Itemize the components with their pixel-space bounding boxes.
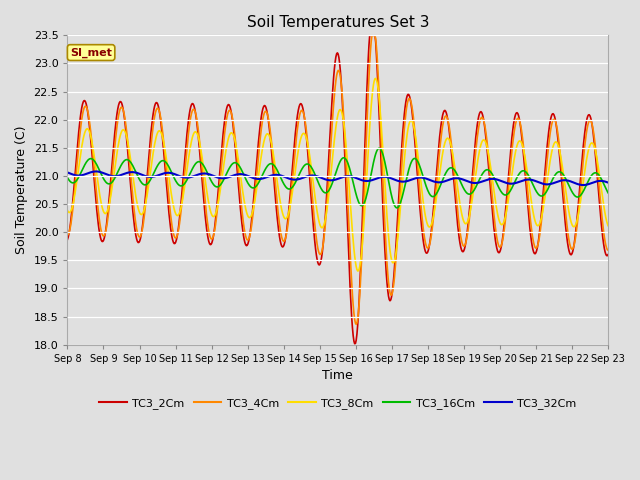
Y-axis label: Soil Temperature (C): Soil Temperature (C) — [15, 126, 28, 254]
TC3_2Cm — [351, 341, 358, 347]
TC3_2Cm — [366, 33, 374, 38]
X-axis label: Time: Time — [323, 369, 353, 382]
TC3_16Cm — [184, 176, 191, 181]
TC3_4Cm — [368, 33, 376, 38]
TC3_16Cm — [376, 145, 383, 151]
TC3_2Cm — [405, 92, 413, 97]
TC3_4Cm — [604, 247, 612, 253]
TC3_16Cm — [405, 167, 413, 172]
TC3_4Cm — [63, 232, 71, 238]
TC3_16Cm — [212, 184, 220, 190]
TC3_2Cm — [74, 145, 81, 151]
TC3_8Cm — [74, 175, 81, 181]
TC3_4Cm — [184, 137, 191, 143]
TC3_4Cm — [420, 236, 428, 241]
TC3_4Cm — [129, 195, 137, 201]
TC3_32Cm — [92, 168, 100, 174]
TC3_16Cm — [63, 175, 71, 180]
TC3_32Cm — [63, 169, 71, 175]
TC3_8Cm — [405, 122, 413, 128]
Line: TC3_32Cm: TC3_32Cm — [67, 171, 608, 185]
TC3_2Cm — [604, 252, 612, 257]
Line: TC3_8Cm: TC3_8Cm — [67, 78, 608, 271]
TC3_2Cm — [184, 123, 191, 129]
TC3_32Cm — [420, 175, 428, 181]
Line: TC3_2Cm: TC3_2Cm — [67, 36, 608, 344]
TC3_8Cm — [354, 268, 362, 274]
TC3_2Cm — [129, 209, 137, 215]
TC3_16Cm — [393, 205, 401, 211]
TC3_8Cm — [372, 75, 380, 81]
TC3_16Cm — [604, 190, 612, 196]
TC3_8Cm — [184, 161, 191, 167]
Title: Soil Temperatures Set 3: Soil Temperatures Set 3 — [246, 15, 429, 30]
TC3_4Cm — [353, 322, 360, 327]
Line: TC3_16Cm: TC3_16Cm — [67, 148, 608, 208]
TC3_8Cm — [604, 223, 612, 228]
TC3_4Cm — [212, 216, 220, 221]
TC3_2Cm — [420, 246, 428, 252]
TC3_32Cm — [213, 174, 221, 180]
TC3_32Cm — [579, 182, 587, 188]
Line: TC3_4Cm: TC3_4Cm — [67, 36, 608, 324]
TC3_8Cm — [63, 207, 71, 213]
TC3_32Cm — [130, 169, 138, 175]
TC3_16Cm — [74, 177, 81, 182]
TC3_8Cm — [420, 209, 428, 215]
Legend: TC3_2Cm, TC3_4Cm, TC3_8Cm, TC3_16Cm, TC3_32Cm: TC3_2Cm, TC3_4Cm, TC3_8Cm, TC3_16Cm, TC3… — [95, 394, 581, 413]
TC3_8Cm — [212, 208, 220, 214]
TC3_32Cm — [185, 175, 193, 180]
TC3_4Cm — [405, 96, 413, 102]
TC3_32Cm — [74, 173, 81, 179]
TC3_16Cm — [420, 179, 428, 184]
TC3_32Cm — [604, 180, 612, 185]
TC3_8Cm — [129, 173, 137, 179]
TC3_2Cm — [212, 209, 220, 215]
TC3_2Cm — [63, 237, 71, 242]
TC3_4Cm — [74, 159, 81, 165]
TC3_16Cm — [129, 163, 137, 169]
Text: SI_met: SI_met — [70, 48, 112, 58]
TC3_32Cm — [404, 178, 412, 184]
